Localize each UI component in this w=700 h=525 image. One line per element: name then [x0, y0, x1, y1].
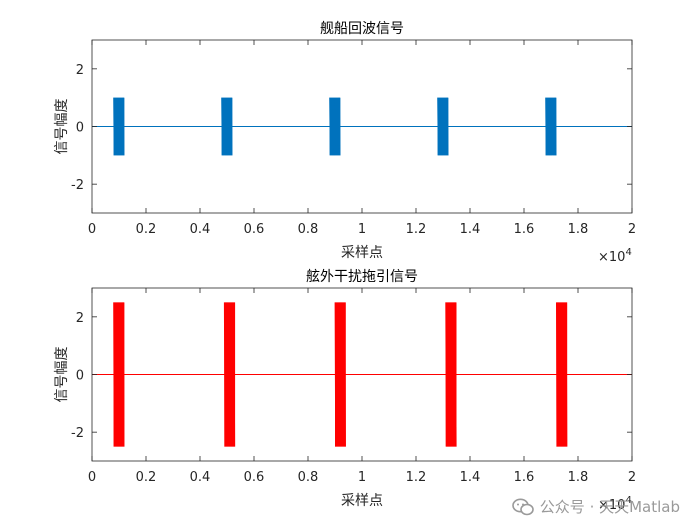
x-tick-label: 2 — [628, 222, 636, 237]
x-tick-label: 0.8 — [298, 470, 319, 485]
y-tick-label: -2 — [71, 178, 84, 193]
x-tick-label: 0.6 — [244, 470, 265, 485]
x-tick-label: 1 — [358, 470, 366, 485]
x-tick-label: 0 — [88, 222, 96, 237]
x-axis-label: 采样点 — [341, 245, 383, 261]
watermark-text: 公众号 · 天天Matlab — [539, 498, 680, 516]
x-tick-label: 1.4 — [460, 222, 481, 237]
watermark: 公众号 · 天天Matlab — [511, 496, 680, 517]
x-tick-label: 1.8 — [568, 470, 589, 485]
chart-2: 0 0.2 0.4 0.6 0.8 1 1.2 1.4 1.6 1.8 2-202×104舷外干扰拖… — [54, 269, 636, 513]
pulse-oscillation — [545, 97, 557, 156]
signal-pulse — [113, 97, 125, 156]
signal-pulse — [556, 302, 568, 447]
x-axis-label: 采样点 — [341, 493, 383, 509]
x-exponent-label: ×104 — [598, 495, 632, 513]
signal-pulse — [445, 302, 457, 447]
x-tick-label: 1.8 — [568, 222, 589, 237]
x-tick-label: 0.6 — [244, 222, 265, 237]
wechat-icon — [511, 498, 534, 515]
x-tick-label: 1 — [358, 222, 366, 237]
x-tick-label: 0.4 — [190, 222, 211, 237]
y-tick-label: 0 — [76, 369, 84, 384]
y-tick-label: -2 — [71, 426, 84, 441]
pulse-oscillation — [113, 302, 125, 447]
x-exponent-base: ×10 — [598, 498, 625, 513]
x-tick-label: 0.8 — [298, 222, 319, 237]
pulse-oscillation — [445, 302, 457, 447]
signal-pulse — [545, 97, 557, 156]
pulse-oscillation — [113, 97, 125, 156]
x-exponent-label: ×104 — [598, 247, 632, 265]
signal-pulse — [223, 302, 236, 447]
pulse-oscillation — [437, 97, 449, 156]
signal-pulse — [113, 302, 125, 447]
x-tick-label: 1.2 — [406, 222, 427, 237]
x-tick-label: 0.2 — [136, 222, 157, 237]
chart-1: 0 0.2 0.4 0.6 0.8 1 1.2 1.4 1.6 1.8 2-202×104舰船回波信… — [54, 21, 636, 265]
x-exponent-power: 4 — [625, 495, 631, 506]
x-exponent-power: 4 — [625, 247, 631, 258]
y-tick-label: 2 — [76, 63, 84, 78]
x-tick-label: 1.6 — [514, 470, 535, 485]
x-tick-label: 1.2 — [406, 470, 427, 485]
pulse-oscillation — [556, 302, 568, 447]
chart-title: 舷外干扰拖引信号 — [306, 269, 418, 285]
pulse-oscillation — [223, 302, 236, 447]
pulse-oscillation — [329, 97, 341, 156]
pulse-oscillation — [221, 97, 233, 156]
x-exponent-base: ×10 — [598, 250, 625, 265]
pulse-oscillation — [334, 302, 346, 447]
x-tick-label: 0.2 — [136, 470, 157, 485]
chart-title: 舰船回波信号 — [320, 21, 404, 37]
signal-pulse — [334, 302, 346, 447]
y-axis-label: 信号幅度 — [54, 99, 70, 155]
x-tick-label: 1.4 — [460, 470, 481, 485]
x-tick-label: 2 — [628, 470, 636, 485]
y-tick-label: 0 — [76, 121, 84, 136]
signal-pulse — [437, 97, 449, 156]
signal-pulse — [221, 97, 233, 156]
x-tick-label: 0 — [88, 470, 96, 485]
x-tick-label: 1.6 — [514, 222, 535, 237]
signal-pulse — [329, 97, 341, 156]
y-tick-label: 2 — [76, 311, 84, 326]
x-tick-label: 0.4 — [190, 470, 211, 485]
y-axis-label: 信号幅度 — [54, 347, 70, 403]
